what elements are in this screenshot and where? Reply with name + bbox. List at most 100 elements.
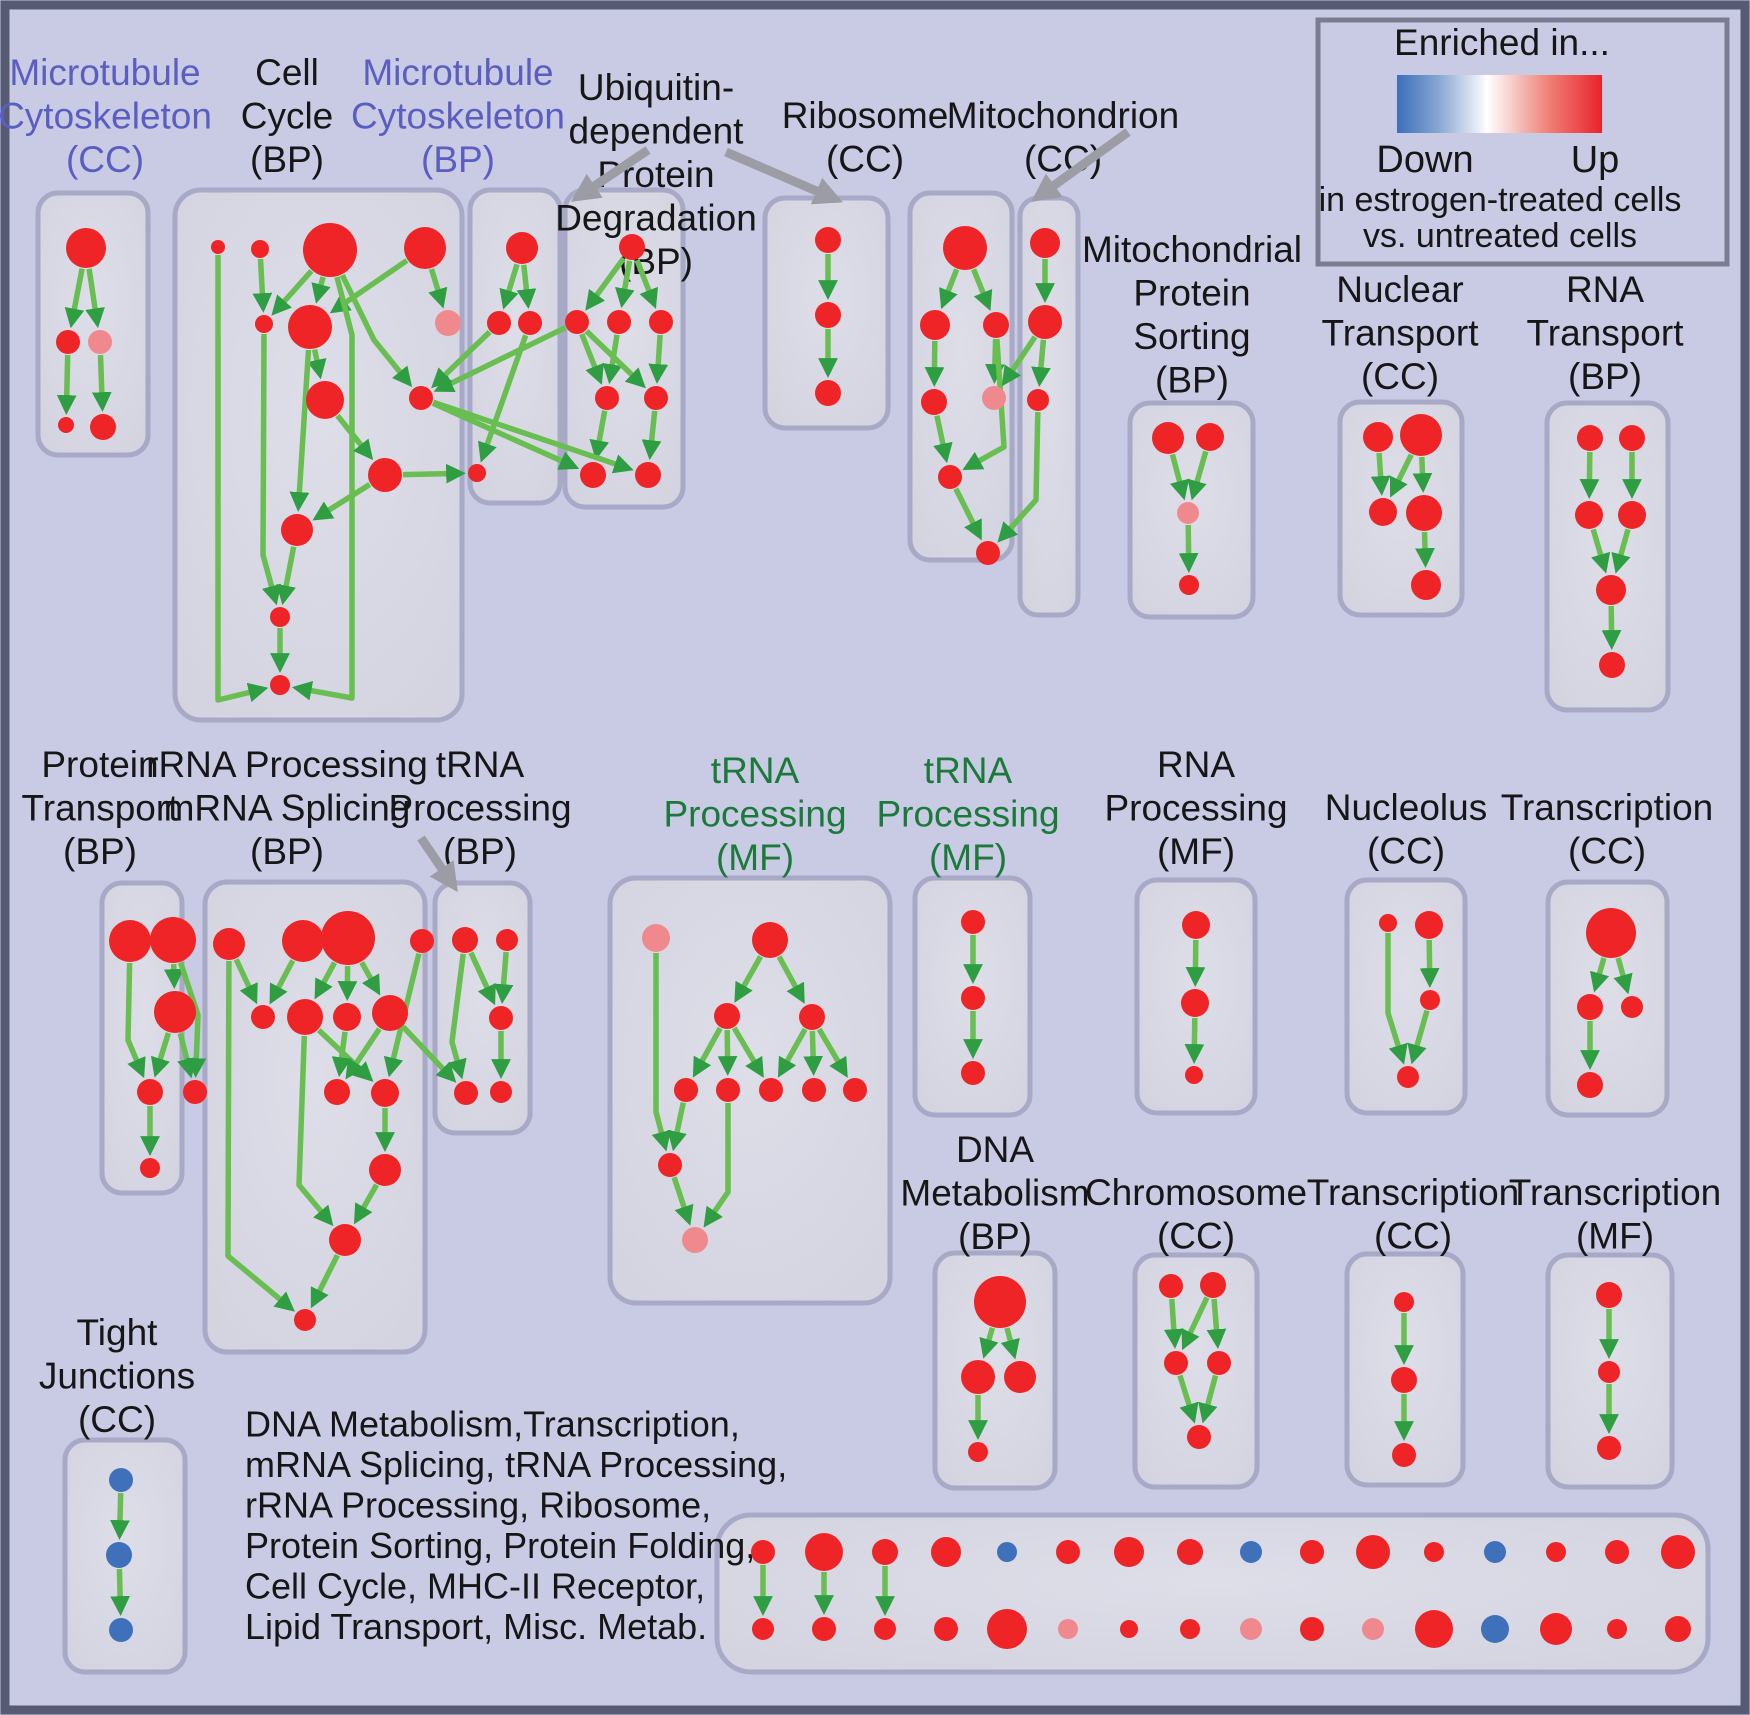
trna-processing-bp-node bbox=[452, 927, 478, 953]
edge-arrow bbox=[979, 1327, 999, 1359]
mixed-cluster-strip-node bbox=[987, 1609, 1027, 1649]
cluster-label: Microtubule bbox=[9, 52, 200, 93]
ubiquitin-degradation-bp-1-node bbox=[619, 234, 645, 260]
cluster-label: Junctions bbox=[39, 1355, 195, 1396]
trna-processing-mf-1-node bbox=[674, 1078, 698, 1102]
mixed-cluster-strip-node bbox=[1424, 1542, 1444, 1562]
nuclear-transport-cc-node bbox=[1363, 422, 1393, 452]
dna-metabolism-bp-node bbox=[974, 1276, 1026, 1328]
dna-metabolism-bp-box bbox=[932, 1250, 1058, 1491]
rrna-processing-mrna-splicing-bp-node bbox=[333, 1003, 361, 1031]
cluster-label: (CC) bbox=[1361, 356, 1439, 397]
cell-cycle-bp-node bbox=[211, 240, 225, 254]
edge-arrow bbox=[432, 399, 634, 474]
cluster-label: (BP) bbox=[250, 831, 324, 872]
edge-arrow bbox=[1590, 528, 1611, 574]
nuclear-transport-cc-node bbox=[1369, 498, 1397, 526]
mixed-cluster-strip-node bbox=[1661, 1535, 1695, 1569]
cluster-label: (BP) bbox=[958, 1216, 1032, 1257]
trna-processing-mf-1-node bbox=[682, 1227, 708, 1253]
edge-arrow bbox=[615, 260, 635, 309]
mixed-cluster-strip-node bbox=[1415, 1610, 1453, 1648]
edge-arrow bbox=[671, 1176, 694, 1226]
edge-arrow bbox=[353, 1183, 379, 1225]
rrna-processing-mrna-splicing-bp-node bbox=[251, 1005, 275, 1029]
legend-up-label: Up bbox=[1571, 139, 1620, 181]
edge-arrow bbox=[584, 329, 646, 389]
cell-cycle-bp-node bbox=[404, 227, 446, 269]
rna-transport-bp-node bbox=[1618, 501, 1646, 529]
edge-arrow bbox=[311, 276, 331, 304]
ubiquitin-degradation-bp-1-node bbox=[644, 386, 668, 410]
protein-transport-bp-node bbox=[137, 1079, 163, 1105]
edge-arrow bbox=[777, 1027, 808, 1078]
cluster-label: Ribosome bbox=[782, 95, 949, 136]
edge-arrow bbox=[402, 463, 466, 484]
edge-arrow bbox=[447, 953, 467, 1080]
ubiquitin-degradation-bp-2-node bbox=[815, 380, 841, 406]
mitochondrion-cc-node bbox=[1028, 305, 1062, 339]
mixed-cluster-strip-node bbox=[751, 1540, 775, 1564]
chromosome-cc-node bbox=[1200, 1272, 1226, 1298]
rrna-processing-mrna-splicing-bp-node bbox=[369, 1154, 401, 1186]
cell-cycle-bp-node bbox=[270, 607, 290, 627]
mitochondrial-protein-sorting-bp-node bbox=[1196, 423, 1224, 451]
ribosome-cc-node bbox=[943, 226, 987, 270]
cell-cycle-bp-node bbox=[306, 381, 344, 419]
ubiquitin-degradation-bp-2-node bbox=[815, 302, 841, 328]
protein-transport-bp-node bbox=[140, 1158, 160, 1178]
edge-arrow bbox=[1419, 939, 1440, 988]
ubiquitin-degradation-bp-1-node bbox=[635, 462, 661, 488]
cluster-label: (CC) bbox=[1568, 830, 1646, 871]
cluster-label: Transport bbox=[1322, 312, 1480, 353]
mixed-cluster-strip-node bbox=[1114, 1537, 1144, 1567]
rrna-processing-mrna-splicing-bp-node bbox=[287, 999, 323, 1035]
trna-processing-bp-node bbox=[496, 929, 518, 951]
microtubule-cytoskeleton-cc-node bbox=[66, 228, 106, 268]
dna-metabolism-bp-node bbox=[961, 1360, 995, 1394]
cell-cycle-bp-node bbox=[409, 386, 433, 410]
microtubule-cytoskeleton-cc-node bbox=[58, 417, 74, 433]
dna-metabolism-bp-node bbox=[968, 1442, 988, 1462]
rna-processing-mf-node bbox=[1181, 989, 1209, 1017]
edge-arrow bbox=[634, 259, 659, 309]
transcription-cc-1-node bbox=[1586, 908, 1636, 958]
edge-arrow bbox=[110, 1492, 130, 1540]
mixed-cluster-strip-box bbox=[714, 1512, 1711, 1675]
cluster-label: (CC) bbox=[1367, 830, 1445, 871]
edge-arrow bbox=[953, 487, 982, 541]
edge-arrow bbox=[468, 951, 496, 1006]
cluster-label: Microtubule bbox=[362, 52, 553, 93]
edge-arrow bbox=[1001, 335, 1038, 387]
protein-transport-bp-node bbox=[150, 917, 196, 963]
rna-processing-mf-node bbox=[1182, 911, 1210, 939]
edge-arrow bbox=[1385, 933, 1408, 1065]
transcription-cc-2-node bbox=[1392, 1443, 1416, 1467]
edge-arrow bbox=[667, 1102, 687, 1152]
cell-cycle-bp-box bbox=[172, 187, 465, 723]
edge-arrow bbox=[91, 354, 112, 412]
mixed-cluster-strip-node bbox=[1240, 1618, 1262, 1640]
microtubule-cytoskeleton-cc-node bbox=[56, 330, 80, 354]
mixed-cluster-strip-node bbox=[812, 1617, 836, 1641]
cell-cycle-bp-node bbox=[288, 305, 332, 349]
trna-processing-mf-1-node bbox=[752, 922, 788, 958]
rrna-processing-mrna-splicing-bp-node bbox=[372, 995, 408, 1031]
trna-processing-bp-node bbox=[454, 1081, 478, 1105]
edge-arrow bbox=[734, 955, 763, 1003]
label-pointer-arrow bbox=[570, 146, 651, 202]
mixed-cluster-strip-node bbox=[1177, 1539, 1203, 1565]
edge-arrow bbox=[1187, 450, 1209, 501]
edge-arrow bbox=[641, 410, 662, 461]
nucleolus-cc-node bbox=[1415, 911, 1443, 939]
edge-arrow bbox=[939, 268, 960, 310]
cluster-label: (CC) bbox=[78, 1399, 156, 1440]
trna-processing-mf-2-node bbox=[961, 910, 985, 934]
edge-arrow bbox=[85, 268, 105, 329]
cluster-label: Cycle bbox=[241, 95, 334, 136]
protein-transport-bp-node bbox=[183, 1080, 207, 1104]
mitochondrial-protein-sorting-bp-node bbox=[1152, 422, 1184, 454]
trna-processing-mf-1-node bbox=[802, 1078, 826, 1102]
edge-arrow bbox=[1031, 339, 1051, 388]
